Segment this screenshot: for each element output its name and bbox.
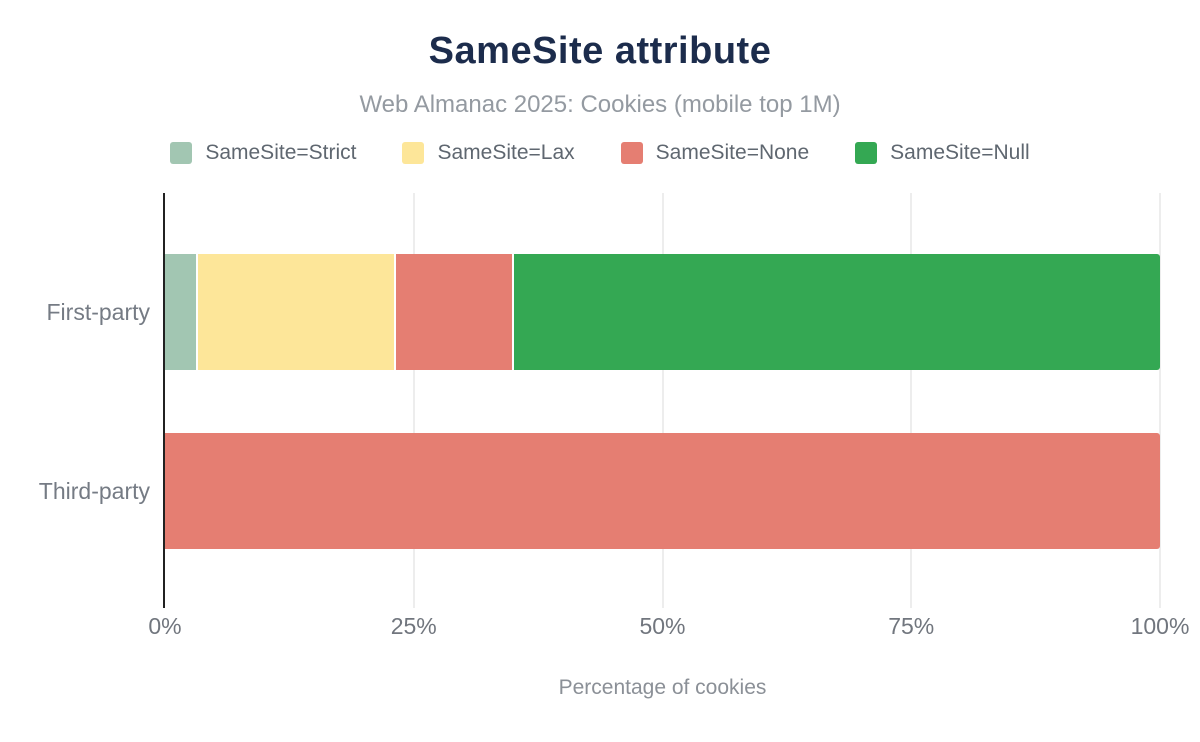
legend-item-samesite-none: SameSite=None (620, 141, 810, 165)
legend-swatch-samesite-null (855, 142, 878, 164)
x-tick-label-75: 75% (888, 613, 935, 639)
bar-first-party (165, 254, 1160, 370)
x-tick-label-50: 50% (639, 613, 686, 639)
legend-swatch-samesite-none (620, 142, 643, 164)
x-tick-label-0: 0% (148, 613, 182, 639)
bar-segment-first-party-samesite-lax (197, 254, 396, 370)
bar-third-party (165, 433, 1160, 549)
legend-label-samesite-null: SameSite=Null (890, 141, 1030, 164)
chart-subtitle: Web Almanac 2025: Cookies (mobile top 1M… (359, 91, 841, 118)
x-axis-title: Percentage of cookies (558, 676, 767, 699)
gridline-75 (910, 193, 913, 608)
chart-title: SameSite attribute (428, 30, 772, 72)
bar-segment-first-party-samesite-strict (165, 254, 198, 370)
gridline-100 (1159, 193, 1161, 608)
legend-label-samesite-lax: SameSite=Lax (437, 141, 575, 164)
legend-item-samesite-lax: SameSite=Lax (402, 141, 575, 165)
legend: SameSite=Strict SameSite=Lax SameSite=None… (0, 141, 1200, 165)
bar-segment-first-party-samesite-null (514, 254, 1160, 370)
legend-swatch-samesite-strict (170, 142, 193, 164)
legend-item-samesite-null: SameSite=Null (855, 141, 1030, 165)
legend-label-samesite-strict: SameSite=Strict (205, 141, 357, 164)
x-tick-labels: 0% 25% 50% 75% 100% (148, 613, 1189, 643)
category-label-first-party: First-party (46, 298, 151, 325)
x-tick-label-25: 25% (390, 613, 437, 639)
plot-area (163, 193, 1161, 608)
legend-label-samesite-none: SameSite=None (655, 141, 810, 164)
gridline-25 (412, 193, 415, 608)
gridline-50 (661, 193, 664, 608)
x-tick-label-100: 100% (1130, 613, 1190, 639)
legend-item-samesite-strict: SameSite=Strict (170, 141, 356, 165)
legend-swatch-samesite-lax (402, 142, 425, 164)
bar-segment-third-party-samesite-none (165, 433, 1160, 549)
category-label-third-party: Third-party (38, 477, 150, 504)
category-labels: First-party Third-party (0, 193, 150, 608)
bar-segment-first-party-samesite-none (395, 254, 515, 370)
y-axis-line (163, 193, 165, 608)
